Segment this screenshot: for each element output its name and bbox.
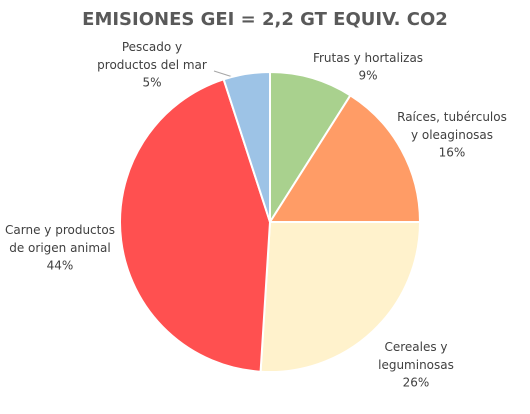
slice-label: Frutas y hortalizas [313,51,423,65]
slice-label: Carne y productos de origen animal [5,223,115,255]
pie-slice [222,70,271,223]
slice-label: Pescado y productos del mar [97,40,207,72]
pie-slice [119,78,272,373]
slice-label: Cereales y leguminosas [378,340,454,372]
value-label: 44% [47,259,74,273]
value-label: 26% [403,376,430,390]
value-label: 5% [142,76,161,90]
pie-slice [259,221,422,373]
chart-title: EMISIONES GEI = 2,2 GT EQUIV. CO2 [82,9,448,30]
pie-slice [269,70,352,226]
value-label: 16% [439,146,466,160]
slice-label: Raíces, tubérculos y oleaginosas [397,110,507,142]
value-label: 9% [358,69,377,83]
pie-slice [268,93,422,223]
